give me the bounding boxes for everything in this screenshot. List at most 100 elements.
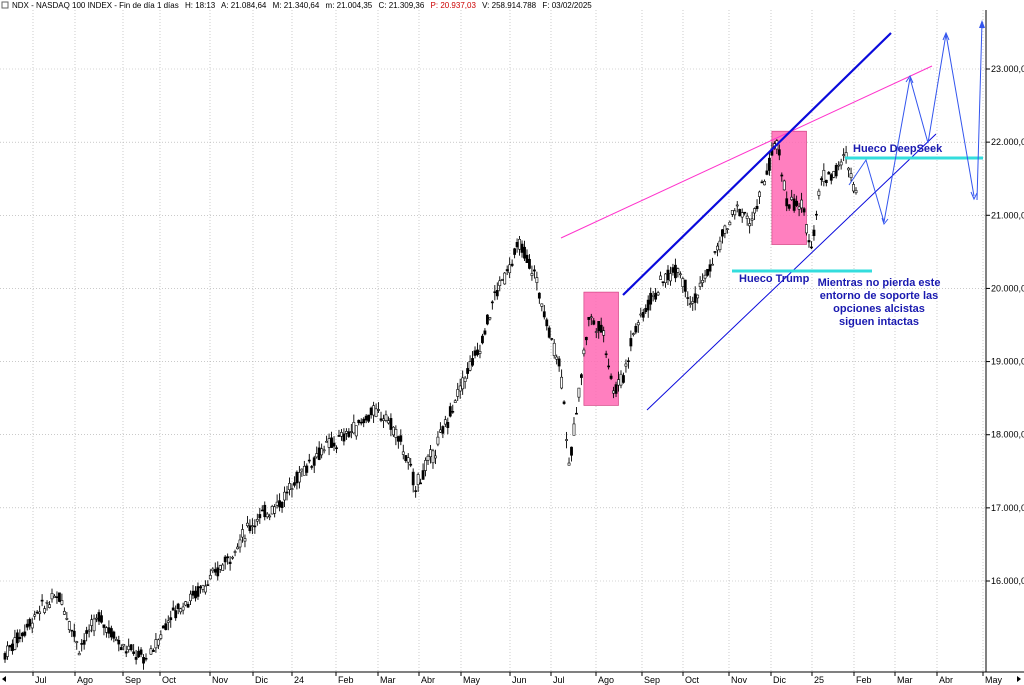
- candlestick-series: [3, 139, 858, 670]
- candle-body: [90, 619, 93, 626]
- candle-body: [819, 178, 823, 180]
- candle-body: [713, 251, 717, 253]
- candle-body: [604, 353, 608, 356]
- candle-body: [70, 629, 74, 632]
- candle-body: [75, 641, 79, 643]
- candle-body: [547, 327, 551, 338]
- candle-body: [300, 468, 304, 472]
- candle-body: [676, 268, 680, 273]
- candle-body: [379, 418, 383, 421]
- candle-body: [565, 439, 568, 441]
- y-tick-label: 16.000,0: [991, 576, 1024, 586]
- x-tick-label: May: [985, 675, 1003, 685]
- candle-body: [3, 653, 7, 660]
- comment-line-2: entorno de soporte las: [820, 290, 939, 302]
- candle-body: [537, 292, 541, 299]
- candle-body: [438, 429, 442, 433]
- candle-body: [627, 360, 630, 363]
- candle-body: [201, 585, 205, 590]
- candle-body: [545, 319, 549, 327]
- candle-body: [584, 336, 588, 341]
- candle-body: [485, 314, 489, 325]
- header-close: C: 21.309,36: [378, 1, 424, 10]
- candle-body: [404, 455, 408, 462]
- x-tick-label: Oct: [162, 675, 177, 685]
- candle-body: [481, 335, 484, 344]
- candle-body: [572, 423, 576, 436]
- candle-body: [443, 419, 447, 425]
- candle-body: [535, 277, 539, 283]
- y-tick-label: 19.000,0: [991, 357, 1024, 367]
- candle-body: [166, 620, 170, 623]
- candle-body: [280, 501, 284, 508]
- candle-body: [369, 407, 373, 416]
- candle-body: [810, 246, 813, 249]
- candle-body: [748, 223, 752, 227]
- candle-body: [790, 196, 794, 201]
- candle-body: [401, 451, 405, 455]
- candle-body: [503, 272, 507, 285]
- candle-body: [20, 632, 24, 637]
- candle-body: [597, 321, 601, 332]
- candle-body: [478, 351, 482, 354]
- candle-body: [701, 280, 705, 284]
- candle-body: [127, 645, 131, 650]
- candle-body: [374, 408, 378, 417]
- candle-body: [241, 529, 244, 538]
- candle-body: [763, 181, 766, 186]
- candle-body: [112, 631, 116, 639]
- scroll-left-arrow[interactable]: [2, 676, 6, 682]
- candle-body: [285, 491, 289, 494]
- candle-body: [349, 431, 353, 433]
- candle-body: [322, 449, 326, 452]
- candle-body: [421, 470, 425, 480]
- candle-body: [656, 292, 660, 296]
- header-volume: V: 258.914.788: [482, 1, 537, 10]
- candle-body: [664, 273, 667, 284]
- candle-body: [542, 311, 546, 318]
- candle-body: [683, 279, 687, 292]
- candle-body: [589, 316, 593, 319]
- candle-body: [560, 376, 564, 389]
- candle-body: [250, 525, 254, 527]
- candle-body: [340, 432, 343, 437]
- candle-body: [344, 431, 348, 434]
- candle-body: [327, 438, 331, 448]
- candle-body: [738, 209, 742, 217]
- candle-body: [114, 639, 118, 642]
- candle-body: [629, 338, 633, 347]
- scroll-right-arrow[interactable]: [1017, 676, 1021, 682]
- header-high: M: 21.340,64: [273, 1, 320, 10]
- candle-body: [743, 211, 747, 214]
- candle-body: [295, 471, 299, 484]
- candle-body: [290, 488, 294, 490]
- candle-body: [181, 606, 185, 611]
- candle-body: [622, 375, 625, 383]
- candle-body: [582, 349, 586, 355]
- candle-body: [711, 263, 714, 266]
- candle-body: [231, 556, 234, 559]
- candle-body: [332, 442, 336, 447]
- candle-body: [740, 212, 744, 218]
- x-tick-label: Sep: [125, 675, 141, 685]
- x-tick-label: Nov: [731, 675, 748, 685]
- candle-body: [406, 457, 410, 463]
- candle-body: [708, 264, 712, 272]
- x-tick-label: Abr: [939, 675, 953, 685]
- candle-body: [152, 650, 155, 652]
- x-tick-label: Ago: [598, 675, 614, 685]
- candle-body: [849, 173, 853, 179]
- candle-body: [105, 627, 108, 633]
- candle-body: [199, 586, 202, 589]
- candle-body: [424, 460, 427, 471]
- x-tick-label: Abr: [421, 675, 435, 685]
- candle-body: [599, 324, 603, 333]
- candle-body: [834, 165, 838, 177]
- candle-body: [194, 590, 197, 599]
- candle-body: [780, 174, 784, 177]
- candle-body: [263, 504, 267, 518]
- candle-body: [785, 198, 789, 207]
- candle-body: [102, 624, 106, 628]
- candle-body: [342, 433, 346, 442]
